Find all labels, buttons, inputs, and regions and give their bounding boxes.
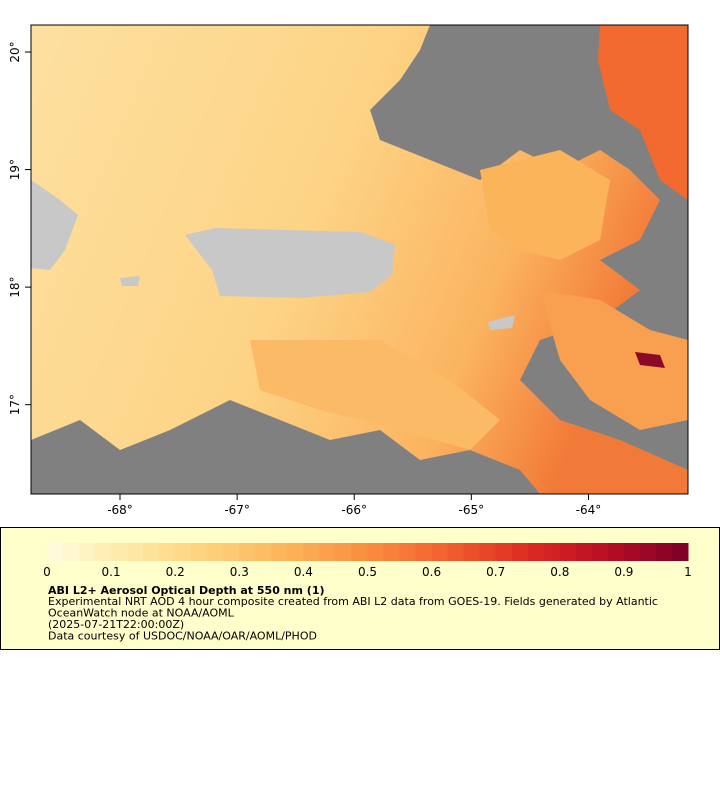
colorbar-tick-label: 1 bbox=[684, 565, 692, 579]
colorbar-swatch bbox=[287, 543, 304, 561]
colorbar-swatch bbox=[95, 543, 112, 561]
colorbar-swatch bbox=[527, 543, 545, 561]
x-tick-label: -68° bbox=[107, 503, 133, 517]
aod-patch bbox=[540, 290, 688, 430]
y-tick-label: 18° bbox=[8, 276, 22, 297]
colorbar-tick-label: 0.4 bbox=[294, 565, 313, 579]
land-st-croix bbox=[488, 315, 515, 330]
colorbar-swatch bbox=[255, 543, 272, 561]
colorbar-tick-label: 0.6 bbox=[422, 565, 441, 579]
colorbar-swatch bbox=[303, 543, 320, 561]
description-line: (2025-07-21T22:00:00Z) bbox=[48, 618, 184, 631]
colorbar-swatch bbox=[47, 543, 64, 561]
high-aod-region bbox=[598, 25, 688, 200]
description-line: Experimental NRT AOD 4 hour composite cr… bbox=[48, 595, 658, 608]
map-raster bbox=[31, 25, 688, 494]
colorbar-swatch bbox=[479, 543, 497, 561]
land-hispaniola bbox=[31, 180, 78, 270]
colorbar-swatch bbox=[415, 543, 433, 561]
colorbar-swatch bbox=[63, 543, 80, 561]
colorbar-tick-label: 0.1 bbox=[102, 565, 121, 579]
colorbar-tick-label: 0.9 bbox=[614, 565, 633, 579]
colorbar-tick-label: 0.5 bbox=[358, 565, 377, 579]
colorbar-swatch bbox=[79, 543, 96, 561]
colorbar-swatch bbox=[559, 543, 577, 561]
colorbar-swatch bbox=[511, 543, 529, 561]
y-tick-label: 17° bbox=[8, 394, 22, 415]
y-tick-label: 20° bbox=[8, 41, 22, 62]
colorbar-swatch bbox=[655, 543, 673, 561]
colorbar-swatch bbox=[319, 543, 336, 561]
colorbar-swatch bbox=[239, 543, 256, 561]
x-tick-label: -65° bbox=[459, 503, 485, 517]
colorbar-swatch bbox=[463, 543, 481, 561]
colorbar-swatch bbox=[575, 543, 593, 561]
map-frame bbox=[30, 24, 689, 495]
colorbar-swatch bbox=[623, 543, 641, 561]
colorbar-swatch bbox=[127, 543, 144, 561]
colorbar-tick-label: 0.8 bbox=[550, 565, 569, 579]
land-puerto-rico bbox=[185, 228, 395, 298]
x-tick-label: -64° bbox=[576, 503, 602, 517]
y-tick-label: 19° bbox=[8, 159, 22, 180]
colorbar-swatch bbox=[367, 543, 385, 561]
colorbar: 0 0.1 0.2 0.3 0.4 0.5 0.6 0.7 0.8 0.9 1 bbox=[43, 543, 692, 579]
colorbar-swatch bbox=[143, 543, 160, 561]
colorbar-swatch bbox=[399, 543, 417, 561]
colorbar-swatch bbox=[175, 543, 192, 561]
x-tick-label: -67° bbox=[224, 503, 250, 517]
legend-title: ABI L2+ Aerosol Optical Depth at 550 nm … bbox=[48, 584, 325, 597]
colorbar-swatch bbox=[383, 543, 401, 561]
colorbar-swatch bbox=[639, 543, 657, 561]
colorbar-swatch bbox=[543, 543, 561, 561]
aod-patch bbox=[480, 150, 610, 260]
colorbar-tick-label: 0.2 bbox=[166, 565, 185, 579]
description-line: OceanWatch node at NOAA/AOML bbox=[48, 607, 235, 620]
colorbar-tick-label: 0.3 bbox=[230, 565, 249, 579]
land-mona bbox=[120, 276, 140, 286]
legend-description: Experimental NRT AOD 4 hour composite cr… bbox=[48, 595, 658, 643]
colorbar-swatch bbox=[591, 543, 609, 561]
colorbar-swatch bbox=[111, 543, 128, 561]
colorbar-swatch bbox=[335, 543, 352, 561]
colorbar-swatch bbox=[447, 543, 465, 561]
colorbar-swatch bbox=[607, 543, 625, 561]
colorbar-swatch bbox=[207, 543, 224, 561]
aod-patch bbox=[250, 340, 500, 450]
colorbar-tick-label: 0 bbox=[43, 565, 51, 579]
colorbar-swatch bbox=[223, 543, 240, 561]
colorbar-swatch bbox=[159, 543, 176, 561]
colorbar-swatch bbox=[495, 543, 513, 561]
colorbar-swatch bbox=[431, 543, 449, 561]
axes: -68° -67° -66° -65° -64° 17° 18° 19° 20° bbox=[8, 41, 601, 517]
high-aod-spot bbox=[635, 352, 665, 368]
colorbar-swatch bbox=[191, 543, 208, 561]
colorbar-tick-label: 0.7 bbox=[486, 565, 505, 579]
colorbar-swatch bbox=[671, 543, 689, 561]
description-line: Data courtesy of USDOC/NOAA/OAR/AOML/PHO… bbox=[48, 630, 317, 643]
x-tick-label: -66° bbox=[341, 503, 367, 517]
nodata-region bbox=[31, 400, 540, 494]
colorbar-swatch bbox=[271, 543, 288, 561]
colorbar-swatch bbox=[351, 543, 368, 561]
